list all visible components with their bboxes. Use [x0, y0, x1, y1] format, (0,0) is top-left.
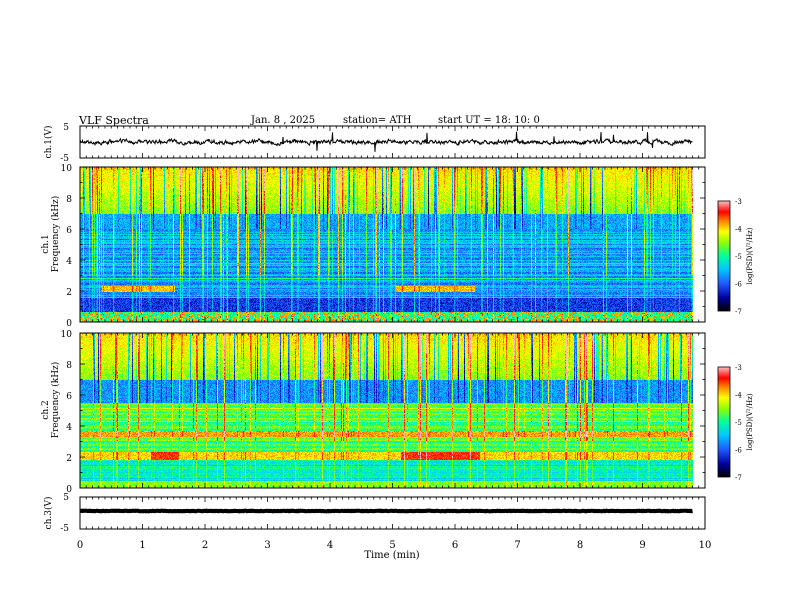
colorbar-tick-label: -3 — [735, 198, 742, 206]
ch1-spec-ytick-8: 8 — [66, 195, 72, 205]
ch3-ytick-top: 5 — [63, 493, 69, 503]
ch2-colorbar-label: log(PSD)(V²/Hz) — [746, 393, 754, 450]
colorbar-tick-label: -6 — [735, 447, 742, 455]
ch1-waveform-ylabel: ch.1(V) — [43, 126, 54, 159]
ch3-waveform-ylabel: ch.3(V) — [43, 497, 54, 530]
chart-title: VLF Spectra — [79, 114, 149, 127]
x-axis-label: Time (min) — [364, 550, 419, 561]
ch1-spec-ytick-4: 4 — [66, 257, 72, 267]
ch1-spec-ytick-2: 2 — [66, 288, 72, 298]
ch2-spec-ytick-2: 2 — [66, 454, 72, 464]
colorbar-tick-label: -7 — [735, 308, 742, 316]
colorbar-tick-label: -4 — [735, 226, 742, 234]
ch2-spec-ytick-10: 10 — [61, 330, 73, 340]
ch1-spec-ytick-6: 6 — [66, 226, 72, 236]
ch1-spec-ytick-0: 0 — [66, 319, 72, 329]
ch1-ytick-top: 5 — [63, 123, 69, 133]
x-tick-label: 9 — [639, 540, 645, 551]
colorbar-tick-label: -5 — [735, 419, 742, 427]
ch1-waveform-line — [79, 131, 693, 152]
x-tick-label: 6 — [452, 540, 458, 551]
x-tick-label: 4 — [327, 540, 333, 551]
ch1-spectrogram-frame — [79, 166, 706, 323]
ch2-colorbar — [717, 366, 731, 478]
ch2-spec-ytick-6: 6 — [66, 392, 72, 402]
x-tick-label: 0 — [77, 540, 83, 551]
x-axis-ticks: 0 1 2 3 4 5 6 7 8 9 10 — [77, 126, 712, 551]
ch1-colorbar-label: log(PSD)(V²/Hz) — [746, 227, 754, 284]
colorbar-tick-label: -3 — [735, 364, 742, 372]
ch1-ytick-bottom: -5 — [60, 154, 69, 164]
x-tick-label: 5 — [389, 540, 395, 551]
colorbar-tick-label: -4 — [735, 392, 742, 400]
ch2-spec-ylabel-line2: Frequency (kHz) — [50, 362, 61, 439]
colorbar-tick-label: -5 — [735, 253, 742, 261]
ch1-spec-ylabel-line2: Frequency (kHz) — [50, 196, 61, 273]
x-tick-label: 1 — [139, 540, 145, 551]
station-label: station= ATH — [343, 115, 412, 126]
ch2-spectrogram-image — [80, 333, 693, 488]
x-tick-label: 2 — [202, 540, 208, 551]
colorbar-tick-label: -7 — [735, 474, 742, 482]
ch2-spectrogram-frame — [79, 332, 706, 489]
x-tick-label: 8 — [577, 540, 583, 551]
start-ut-label: start UT = 18: 10: 0 — [438, 115, 540, 126]
x-tick-label: 7 — [514, 540, 520, 551]
ch2-spec-ytick-4: 4 — [66, 423, 72, 433]
colorbar-tick-label: -6 — [735, 281, 742, 289]
ch2-spec-ytick-8: 8 — [66, 361, 72, 371]
ch1-spectrogram-image — [80, 167, 693, 322]
date-label: Jan. 8 , 2025 — [251, 115, 316, 126]
ch2-spec-ytick-0: 0 — [66, 485, 72, 495]
ch1-spec-ylabel-line1: ch.1 — [41, 234, 51, 253]
colorbar-ticks: -3 -4 -5 -6 -7 -3 -4 -5 -6 -7 — [735, 198, 742, 482]
ch3-waveform-line — [79, 508, 693, 514]
x-tick-label: 3 — [264, 540, 270, 551]
ch3-ytick-bottom: -5 — [60, 524, 69, 534]
x-tick-label: 10 — [699, 540, 712, 551]
ch2-spec-ylabel-line1: ch.2 — [41, 400, 51, 419]
ch1-colorbar — [717, 200, 731, 312]
ch1-spec-ytick-10: 10 — [61, 164, 73, 174]
